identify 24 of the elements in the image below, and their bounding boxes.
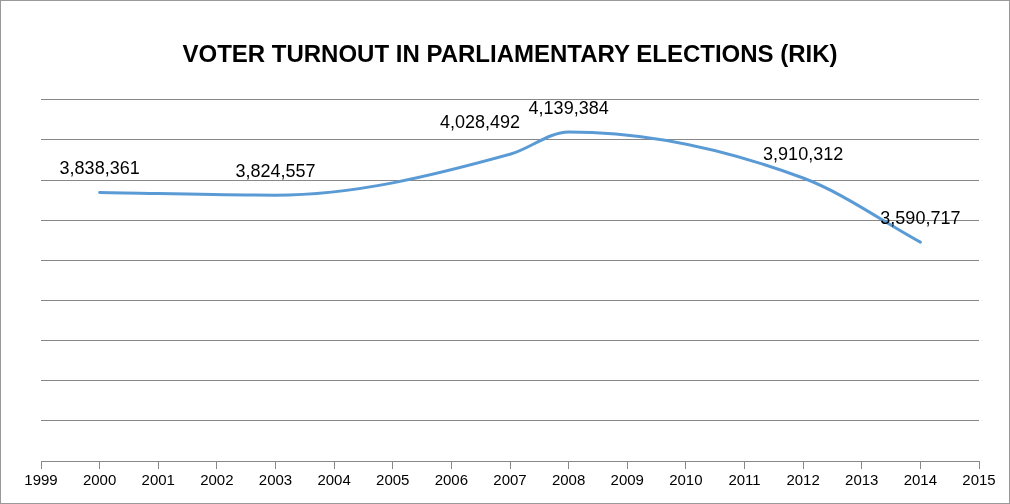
x-tick-label: 2007 [493, 471, 527, 489]
data-label: 3,590,717 [880, 208, 961, 229]
x-tick-label: 2008 [551, 471, 586, 489]
chart-title: VOTER TURNOUT IN PARLIAMENTARY ELECTIONS (RIK) [182, 40, 838, 68]
x-tick-label: 2006 [434, 471, 469, 489]
x-tick-label: 2009 [610, 471, 644, 489]
x-tick-label: 2014 [903, 471, 938, 489]
x-tick-label: 2004 [317, 471, 351, 489]
x-tick-label: 2011 [728, 471, 761, 489]
x-tick-label: 2002 [200, 471, 234, 489]
data-label: 4,139,384 [528, 98, 609, 118]
x-tick-label: 2012 [786, 471, 820, 489]
x-tick-label: 2010 [669, 471, 703, 489]
data-label: 4,028,492 [439, 112, 521, 133]
x-tick-label: 1999 [24, 471, 58, 489]
x-tick-label: 2005 [376, 471, 410, 489]
x-tick-label: 2003 [258, 471, 293, 489]
x-tick-label: 2013 [845, 471, 879, 489]
data-label: 3,910,312 [763, 143, 844, 164]
data-label: 3,824,557 [235, 161, 316, 182]
x-tick-label: 2015 [962, 471, 996, 489]
x-tick-label: 2000 [82, 471, 117, 489]
data-label: 3,838,361 [59, 158, 140, 179]
x-tick-label: 2001 [141, 471, 175, 489]
